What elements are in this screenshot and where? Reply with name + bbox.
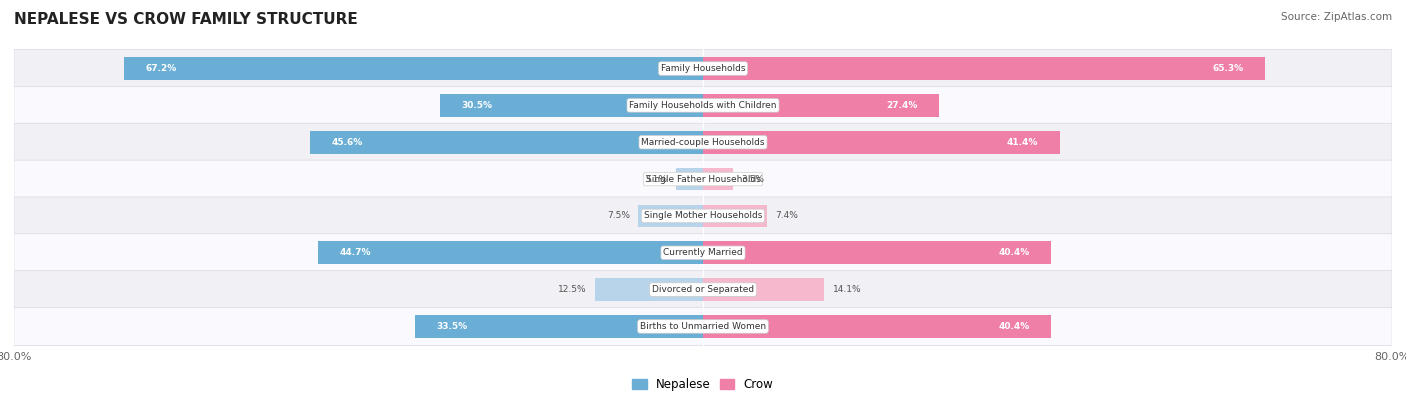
Text: 27.4%: 27.4% <box>886 101 918 110</box>
Bar <box>703 94 939 117</box>
Bar <box>318 241 703 264</box>
Text: 33.5%: 33.5% <box>436 322 467 331</box>
Bar <box>638 205 703 227</box>
Text: Divorced or Separated: Divorced or Separated <box>652 285 754 294</box>
FancyBboxPatch shape <box>14 87 1392 124</box>
Bar <box>311 131 703 154</box>
Bar <box>124 57 703 80</box>
Text: Single Mother Households: Single Mother Households <box>644 211 762 220</box>
FancyBboxPatch shape <box>14 160 1392 198</box>
Bar <box>676 168 703 190</box>
FancyBboxPatch shape <box>14 234 1392 272</box>
Bar <box>703 278 824 301</box>
Bar <box>415 315 703 338</box>
Text: Currently Married: Currently Married <box>664 248 742 257</box>
Bar <box>703 57 1265 80</box>
FancyBboxPatch shape <box>14 271 1392 308</box>
Text: 45.6%: 45.6% <box>332 138 363 147</box>
Text: 41.4%: 41.4% <box>1007 138 1038 147</box>
FancyBboxPatch shape <box>14 123 1392 161</box>
Text: 30.5%: 30.5% <box>461 101 494 110</box>
Text: NEPALESE VS CROW FAMILY STRUCTURE: NEPALESE VS CROW FAMILY STRUCTURE <box>14 12 357 27</box>
Text: 12.5%: 12.5% <box>558 285 586 294</box>
Text: Married-couple Households: Married-couple Households <box>641 138 765 147</box>
Bar <box>440 94 703 117</box>
Bar <box>703 205 766 227</box>
Text: Births to Unmarried Women: Births to Unmarried Women <box>640 322 766 331</box>
Text: 7.4%: 7.4% <box>775 211 799 220</box>
FancyBboxPatch shape <box>14 197 1392 235</box>
Text: Source: ZipAtlas.com: Source: ZipAtlas.com <box>1281 12 1392 22</box>
Text: 67.2%: 67.2% <box>146 64 177 73</box>
Text: 44.7%: 44.7% <box>340 248 371 257</box>
Text: Family Households: Family Households <box>661 64 745 73</box>
Bar <box>703 241 1050 264</box>
Bar <box>703 168 733 190</box>
Text: 65.3%: 65.3% <box>1213 64 1244 73</box>
Text: 3.5%: 3.5% <box>742 175 765 184</box>
Text: Family Households with Children: Family Households with Children <box>630 101 776 110</box>
Bar <box>595 278 703 301</box>
FancyBboxPatch shape <box>14 49 1392 88</box>
Bar <box>703 315 1050 338</box>
Text: 7.5%: 7.5% <box>607 211 630 220</box>
Text: 40.4%: 40.4% <box>998 322 1029 331</box>
Text: Single Father Households: Single Father Households <box>645 175 761 184</box>
Bar <box>703 131 1060 154</box>
Legend: Nepalese, Crow: Nepalese, Crow <box>627 373 779 395</box>
Text: 14.1%: 14.1% <box>832 285 862 294</box>
Text: 3.1%: 3.1% <box>645 175 668 184</box>
Text: 40.4%: 40.4% <box>998 248 1029 257</box>
FancyBboxPatch shape <box>14 307 1392 346</box>
